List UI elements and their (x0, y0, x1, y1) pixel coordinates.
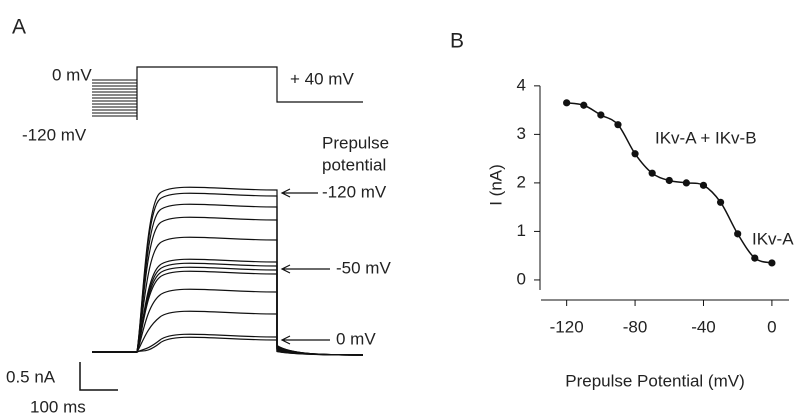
current-trace (92, 262, 364, 356)
voltage-protocol (136, 66, 363, 120)
current-trace (92, 186, 364, 356)
data-point (768, 259, 776, 267)
data-point (580, 101, 588, 109)
y-tick-label: 4 (517, 75, 526, 94)
y-tick-label: 0 (517, 269, 526, 288)
arrow-label: 0 mV (336, 329, 376, 348)
x-tick-label: -40 (691, 317, 716, 336)
current-traces (92, 186, 364, 356)
test-label: + 40 mV (290, 69, 354, 88)
legend-title: potential (322, 155, 386, 174)
data-point (682, 179, 690, 187)
data-point (734, 230, 742, 238)
annotation: IKv-A + IKv-B (655, 128, 757, 147)
data-point (665, 176, 673, 185)
scale-bar (79, 362, 118, 391)
current-trace (92, 203, 364, 356)
panel-label: B (450, 30, 464, 53)
annotation: IKv-A (752, 229, 794, 248)
prepulse-label: -120 mV (22, 125, 87, 144)
arrows (280, 188, 330, 345)
current-trace (92, 192, 364, 356)
y-tick-label: 3 (517, 124, 526, 143)
y-tick-label: 1 (517, 221, 526, 240)
current-trace (92, 310, 364, 356)
prepulse-steps (92, 79, 137, 117)
legend-title: Prepulse (322, 133, 389, 152)
current-trace (92, 266, 364, 356)
data-point (716, 198, 725, 206)
data-point (631, 150, 639, 158)
arrow-label: -120 mV (322, 182, 387, 201)
y-axis-title: I (nA) (486, 164, 505, 206)
x-tick-label: 0 (767, 317, 776, 336)
x-axis-title: Prepulse Potential (mV) (565, 371, 745, 390)
data-point (699, 181, 708, 189)
current-trace (92, 216, 364, 356)
current-trace (92, 336, 364, 356)
current-trace (92, 236, 364, 356)
data-point (563, 99, 571, 107)
data-point (751, 254, 759, 262)
hold-label: 0 mV (52, 65, 92, 84)
x-tick-label: -120 (550, 317, 584, 336)
scale-label: 100 ms (30, 397, 86, 416)
data-point (597, 111, 605, 119)
data-point (648, 169, 656, 177)
current-trace (92, 270, 364, 356)
panel-label: A (12, 16, 26, 39)
data-point (614, 121, 622, 129)
x-tick-label: -80 (623, 317, 648, 336)
scale-label: 0.5 nA (6, 367, 56, 386)
y-tick-label: 2 (517, 172, 526, 191)
arrow-label: -50 mV (336, 258, 391, 277)
current-trace (92, 288, 364, 356)
current-trace (92, 258, 364, 356)
